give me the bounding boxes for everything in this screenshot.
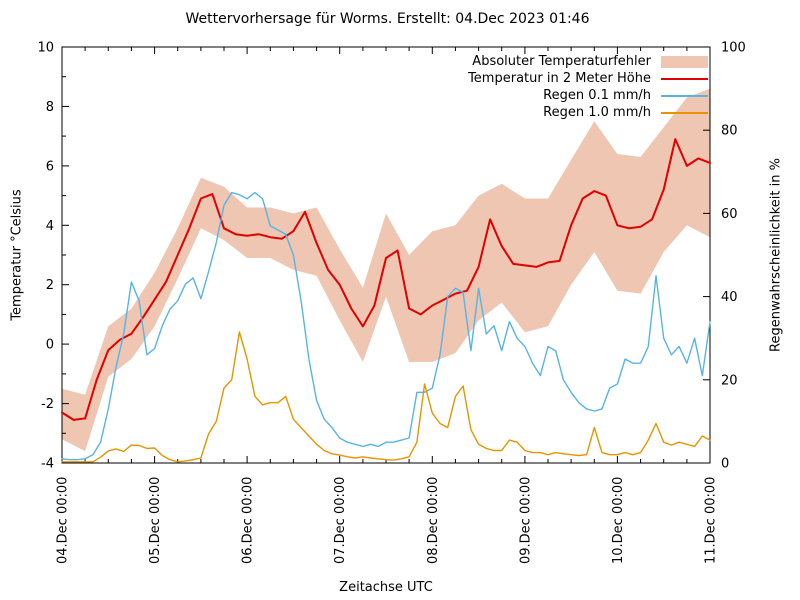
legend-item: Regen 1.0 mm/h <box>468 104 708 121</box>
temperature-error-band <box>62 88 710 452</box>
legend-line-swatch <box>661 77 708 80</box>
y-left-tick-label: 6 <box>46 159 54 174</box>
x-tick-label: 09.Dec 00:00 <box>518 477 533 564</box>
x-tick-label: 05.Dec 00:00 <box>148 477 163 564</box>
y-left-tick-label: 0 <box>46 338 54 353</box>
y-right-tick-label: 40 <box>721 290 738 305</box>
y-right-tick-label: 100 <box>721 41 746 56</box>
rain-01mm-line <box>61 191 711 461</box>
rain-10mm-line <box>61 331 711 463</box>
x-tick-label: 07.Dec 00:00 <box>333 477 348 564</box>
y-right-tick-label: 60 <box>721 207 738 222</box>
y-left-tick-label: 2 <box>46 278 54 293</box>
legend-label: Temperatur in 2 Meter Höhe <box>468 71 651 86</box>
legend-label: Absoluter Temperaturfehler <box>472 54 651 69</box>
y-left-tick-label: 10 <box>37 41 54 56</box>
legend-item: Absoluter Temperaturfehler <box>468 53 708 70</box>
legend-line-swatch <box>661 94 708 97</box>
legend-line-swatch <box>661 111 708 114</box>
y-right-tick-label: 80 <box>721 124 738 139</box>
x-tick-label: 04.Dec 00:00 <box>56 477 71 564</box>
y-right-tick-label: 20 <box>721 373 738 388</box>
x-axis-label-time: Zeitachse UTC <box>339 580 433 595</box>
temperature-line <box>61 138 711 421</box>
legend-band-swatch <box>661 55 708 68</box>
legend-label: Regen 1.0 mm/h <box>543 105 651 120</box>
x-tick-label: 06.Dec 00:00 <box>241 477 256 564</box>
chart-legend: Absoluter Temperaturfehler Temperatur in … <box>468 53 708 121</box>
legend-item: Temperatur in 2 Meter Höhe <box>468 70 708 87</box>
x-tick-label: 10.Dec 00:00 <box>611 477 626 564</box>
y-left-tick-label: -4 <box>41 457 54 472</box>
chart-title: Wettervorhersage für Worms. Erstellt: 04… <box>185 11 590 27</box>
x-tick-label: 11.Dec 00:00 <box>704 477 719 564</box>
x-tick-label: 08.Dec 00:00 <box>426 477 441 564</box>
y-left-tick-label: 4 <box>46 219 54 234</box>
y-left-tick-label: -2 <box>41 397 54 412</box>
legend-item: Regen 0.1 mm/h <box>468 87 708 104</box>
y-left-tick-label: 8 <box>46 100 54 115</box>
legend-label: Regen 0.1 mm/h <box>543 88 651 103</box>
y-right-tick-label: 0 <box>721 457 729 472</box>
